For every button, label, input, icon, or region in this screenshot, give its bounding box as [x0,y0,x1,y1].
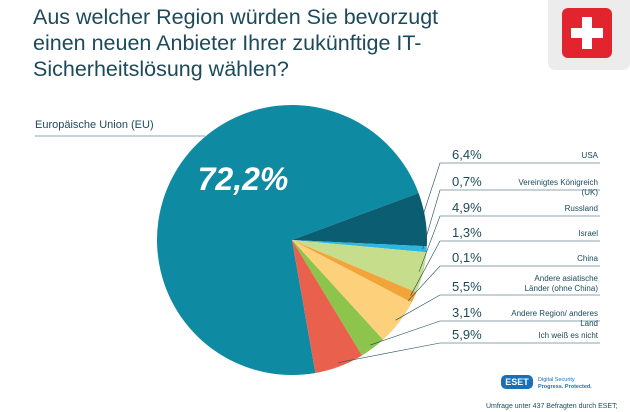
pie-slice [292,240,383,356]
value-label: 3,1% [452,305,482,320]
logo-badge [501,375,533,389]
category-label: Vereinigtes Königreich (UK) [518,178,598,197]
footnote: Umfrage unter 437 Befragten durch ESET; [486,403,618,410]
leader-line [410,240,600,296]
swiss-cross [571,28,603,38]
pie-slice [292,240,412,304]
value-label: 72,2% [198,161,289,197]
value-label: 4,9% [452,200,482,215]
category-label: Ich weiß es nicht [538,331,598,340]
value-label: 6,4% [452,147,482,162]
leader-line [395,294,600,321]
category-label: Russland [564,204,598,213]
leader-line [418,215,600,272]
chart-title: Aus welcher Region würden Sie bevorzugt … [33,5,439,81]
value-label: 0,1% [452,250,482,265]
pie-slice [292,240,412,340]
pie-slice [292,193,427,247]
pie-slice [292,240,427,253]
pie-slice [292,240,362,373]
pie-slice [292,240,427,293]
value-label: 5,9% [452,327,482,342]
value-label: 5,5% [452,279,482,294]
tagline: Progress. Protected. [538,384,592,390]
category-label: China [577,254,598,263]
category-label: Andere asiatische Länder (ohne China) [524,274,598,293]
category-label: Andere Region/ anderes Land [511,309,598,328]
logo: ESET [505,377,529,387]
value-label: 0,7% [452,174,482,189]
leader-line [407,265,600,302]
category-label: Israel [578,229,598,238]
pie [156,105,427,375]
leader-line [370,320,600,346]
leader-line [338,342,600,363]
tagline: Digital Security [538,377,575,383]
pie-slice [156,105,419,375]
category-label: Europäische Union (EU) [35,119,154,131]
category-label: USA [581,151,598,160]
value-label: 1,3% [452,225,482,240]
pie-slice [292,240,417,303]
leader-line [422,189,600,250]
leader-line [421,162,600,220]
